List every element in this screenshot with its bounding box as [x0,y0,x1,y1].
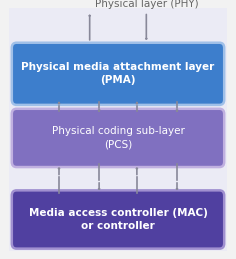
Text: Physical coding sub-layer
(PCS): Physical coding sub-layer (PCS) [51,126,185,149]
FancyBboxPatch shape [12,109,224,167]
FancyBboxPatch shape [9,8,227,251]
FancyBboxPatch shape [12,43,224,105]
FancyBboxPatch shape [12,190,224,249]
Text: Media access controller (MAC)
or controller: Media access controller (MAC) or control… [29,208,207,231]
Text: Physical layer (PHY): Physical layer (PHY) [94,0,198,9]
Text: Physical media attachment layer
(PMA): Physical media attachment layer (PMA) [21,62,215,85]
